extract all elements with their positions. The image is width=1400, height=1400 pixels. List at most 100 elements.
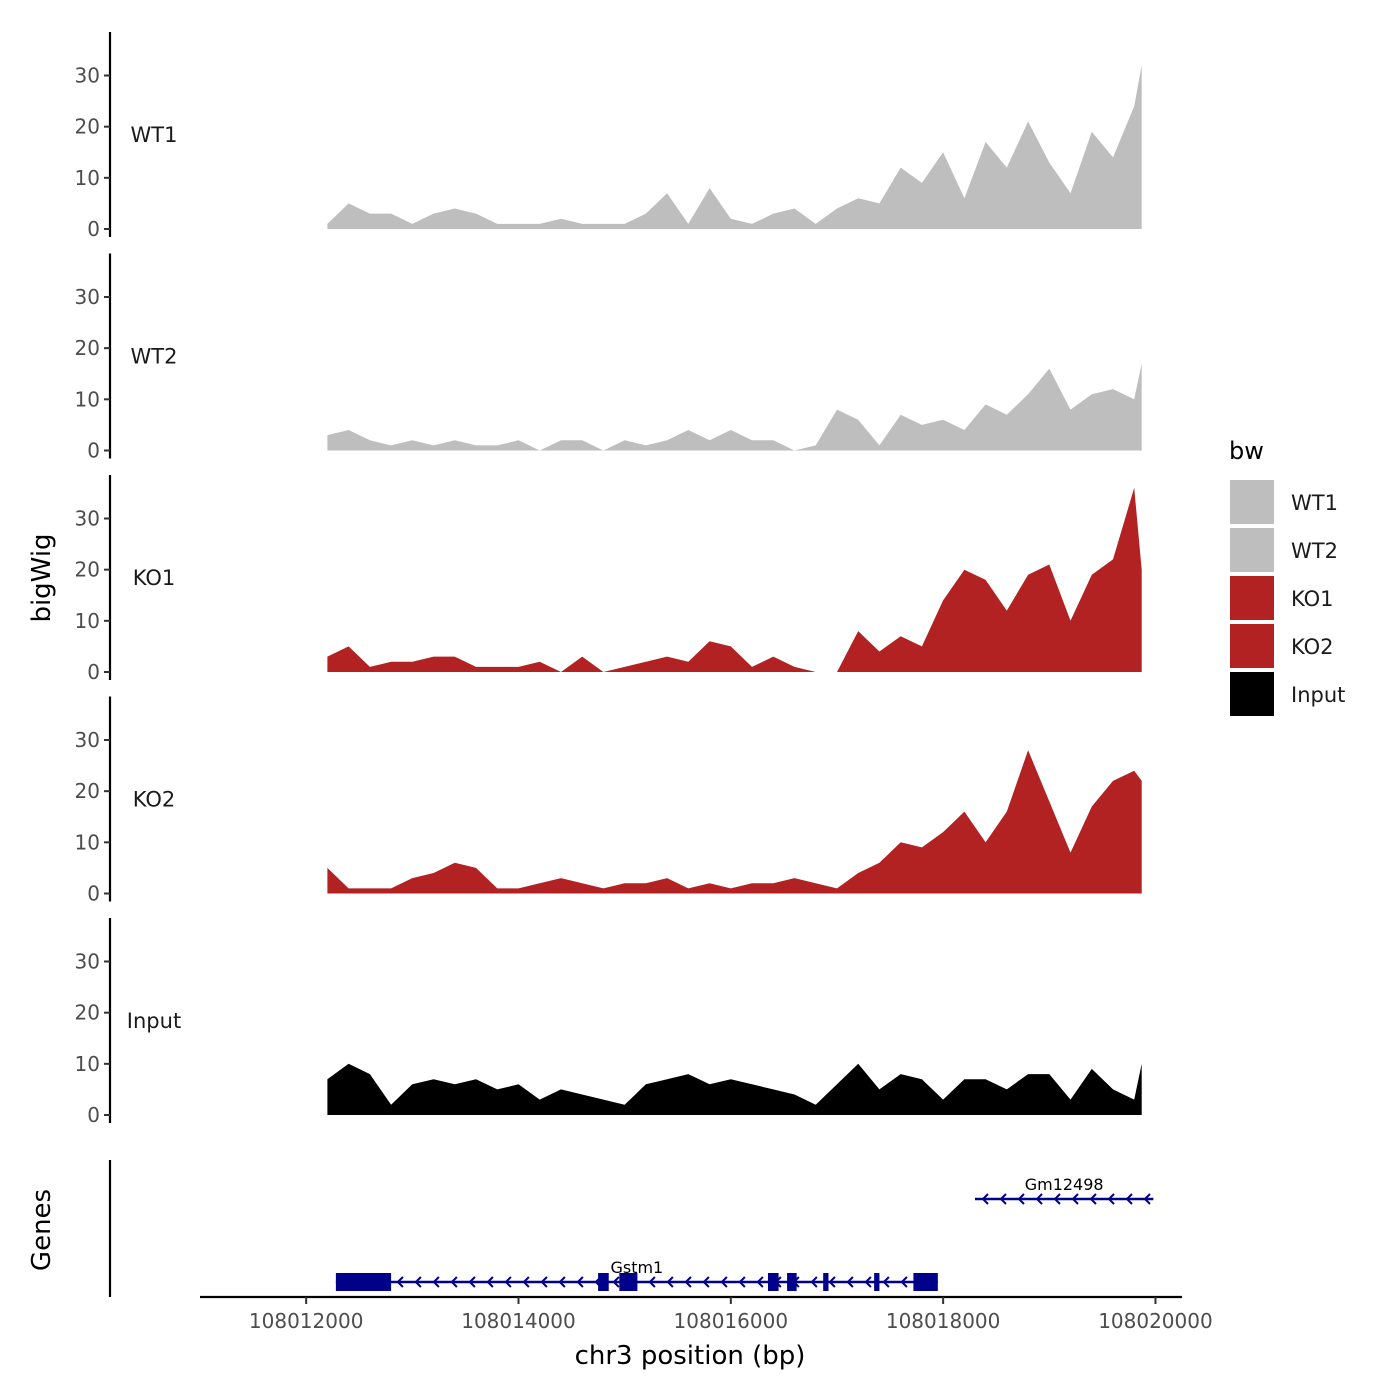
y-tick-label: 20 — [75, 779, 100, 803]
strand-arrow — [1107, 1193, 1115, 1205]
strand-arrow — [1089, 1193, 1097, 1205]
legend-label-wt1: WT1 — [1291, 491, 1338, 515]
exon — [335, 1273, 392, 1291]
track-label-ko2: KO2 — [133, 788, 176, 812]
x-axis: 108012000 108014000 108016000 108018000 1080… — [200, 1295, 1213, 1333]
strand-arrow — [396, 1276, 404, 1288]
track-wt2: 0 10 20 30 WT2 — [75, 253, 1142, 463]
strand-arrow — [999, 1193, 1007, 1205]
coverage-area-ko1 — [327, 487, 1142, 672]
strand-arrow — [981, 1193, 989, 1205]
strand-arrow — [864, 1276, 872, 1288]
strand-arrow — [900, 1276, 908, 1288]
legend-swatch-ko2 — [1230, 624, 1274, 668]
strand-arrow — [450, 1276, 458, 1288]
track-input: 0 10 20 30 Input — [75, 918, 1142, 1127]
y-tick-label: 30 — [75, 949, 100, 973]
strand-arrow — [432, 1276, 440, 1288]
strand-arrow — [1017, 1193, 1025, 1205]
strand-arrow — [738, 1276, 746, 1288]
strand-arrow — [576, 1276, 584, 1288]
legend-label-wt2: WT2 — [1291, 539, 1338, 563]
y-tick-label: 10 — [75, 830, 100, 854]
track-label-input: Input — [127, 1009, 181, 1033]
strand-arrow — [486, 1276, 494, 1288]
y-tick-label: 10 — [75, 387, 100, 411]
coverage-area-wt2 — [327, 363, 1142, 451]
strand-arrow — [1071, 1193, 1079, 1205]
x-tick-label: 108014000 — [461, 1309, 576, 1333]
gene-gstm1: Gstm1 — [335, 1258, 938, 1291]
track-label-wt1: WT1 — [131, 123, 178, 147]
y-tick-label: 20 — [75, 336, 100, 360]
exon — [874, 1273, 880, 1291]
exon — [823, 1273, 829, 1291]
coverage-tracks: 0 10 20 30 WT1 0 10 20 30 WT2 0 10 20 30 KO1 0 10 20 30 KO2… — [75, 32, 1142, 1127]
strand-arrow — [1035, 1193, 1043, 1205]
legend: bw WT1 WT2 KO1 KO2 Input — [1229, 437, 1345, 716]
strand-arrow — [702, 1276, 710, 1288]
strand-arrow — [504, 1276, 512, 1288]
y-tick-label: 30 — [75, 506, 100, 530]
x-tick-label: 108020000 — [1098, 1309, 1213, 1333]
strand-arrow — [648, 1276, 656, 1288]
exon — [767, 1273, 779, 1291]
x-tick-label: 108012000 — [249, 1309, 364, 1333]
gene-name-label: Gm12498 — [1025, 1175, 1104, 1194]
track-ko2: 0 10 20 30 KO2 — [75, 696, 1142, 906]
y-tick-label: 30 — [75, 63, 100, 87]
gene-name-label: Gstm1 — [610, 1258, 663, 1277]
y-tick-label: 30 — [75, 728, 100, 752]
strand-arrow — [468, 1276, 476, 1288]
legend-label-ko2: KO2 — [1291, 635, 1334, 659]
x-axis-title: chr3 position (bp) — [575, 1341, 806, 1371]
y-tick-label: 30 — [75, 285, 100, 309]
y-tick-label: 10 — [75, 1052, 100, 1076]
track-wt1: 0 10 20 30 WT1 — [75, 32, 1142, 241]
strand-arrow — [666, 1276, 674, 1288]
y-tick-label: 0 — [87, 439, 100, 463]
coverage-area-wt1 — [327, 65, 1142, 229]
genes-axis-title: Genes — [27, 1189, 57, 1271]
strand-arrow — [414, 1276, 422, 1288]
y-axis-title: bigWig — [27, 533, 57, 622]
y-tick-label: 10 — [75, 166, 100, 190]
legend-label-ko1: KO1 — [1291, 587, 1334, 611]
legend-swatch-wt2 — [1230, 528, 1274, 572]
legend-label-input: Input — [1291, 683, 1345, 707]
legend-swatch-ko1 — [1230, 576, 1274, 620]
x-tick-label: 108016000 — [674, 1309, 789, 1333]
y-tick-label: 20 — [75, 115, 100, 139]
strand-arrow — [846, 1276, 854, 1288]
track-label-wt2: WT2 — [131, 345, 178, 369]
exon — [598, 1273, 609, 1291]
y-tick-label: 20 — [75, 1001, 100, 1025]
track-ko1: 0 10 20 30 KO1 — [75, 475, 1142, 684]
x-tick-label: 108018000 — [886, 1309, 1001, 1333]
coverage-area-input — [327, 1063, 1142, 1115]
strand-arrow — [684, 1276, 692, 1288]
genes-track: Gm12498 Gstm1 — [108, 1160, 1154, 1297]
y-tick-label: 10 — [75, 609, 100, 633]
strand-arrow — [612, 1276, 620, 1288]
y-tick-label: 0 — [87, 660, 100, 684]
strand-arrow — [828, 1276, 836, 1288]
strand-arrow — [720, 1276, 728, 1288]
strand-arrow — [558, 1276, 566, 1288]
strand-arrow — [1125, 1193, 1133, 1205]
y-tick-label: 20 — [75, 558, 100, 582]
strand-arrow — [810, 1276, 818, 1288]
legend-swatch-wt1 — [1230, 480, 1274, 524]
gene-gm12498: Gm12498 — [974, 1175, 1154, 1205]
track-label-ko1: KO1 — [133, 566, 176, 590]
exon — [787, 1273, 797, 1291]
legend-title: bw — [1229, 437, 1264, 465]
y-tick-label: 0 — [87, 882, 100, 906]
strand-arrow — [522, 1276, 530, 1288]
strand-arrow — [756, 1276, 764, 1288]
strand-arrow — [882, 1276, 890, 1288]
strand-arrow — [540, 1276, 548, 1288]
exon — [619, 1273, 638, 1291]
exon — [913, 1273, 938, 1291]
